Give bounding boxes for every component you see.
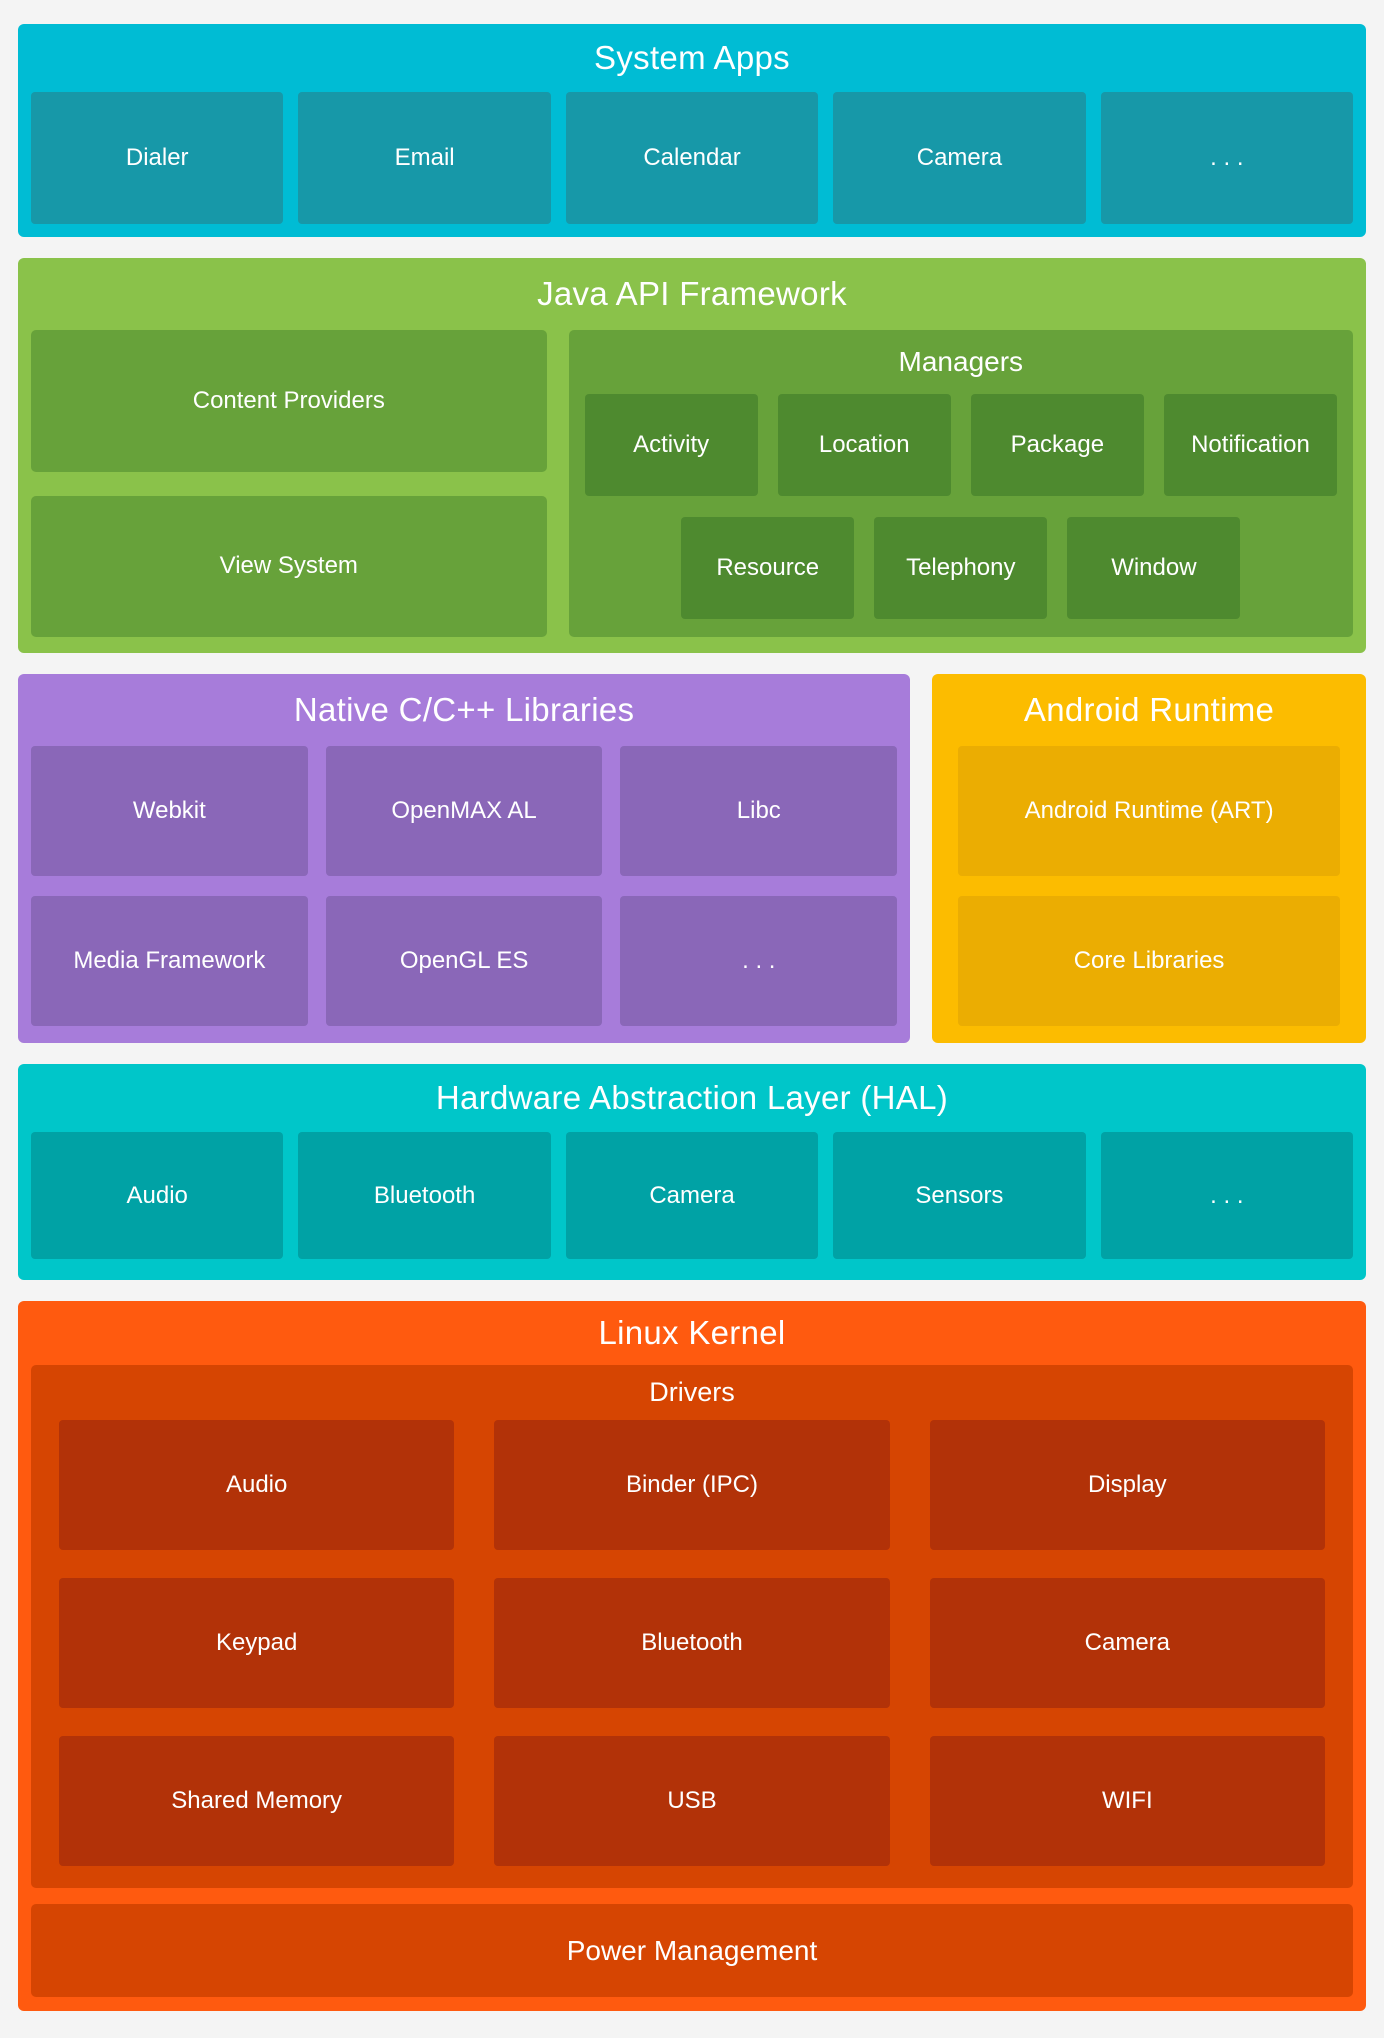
- box-webkit: Webkit: [31, 746, 308, 876]
- android-runtime-column: Android Runtime (ART) Core Libraries: [958, 746, 1340, 1026]
- box-shared-memory-driver: Shared Memory: [59, 1736, 455, 1866]
- section-android-runtime: Android Runtime Android Runtime (ART) Co…: [932, 674, 1366, 1043]
- box-keypad-driver: Keypad: [59, 1578, 455, 1708]
- drivers-row-1: Audio Binder (IPC) Display: [59, 1420, 1325, 1550]
- box-email: Email: [298, 92, 551, 224]
- managers-row-2: Resource Telephony Window: [585, 517, 1337, 619]
- box-more-apps: . . .: [1100, 92, 1354, 224]
- box-view-system: View System: [31, 495, 547, 637]
- box-camera-app: Camera: [833, 92, 1086, 224]
- drivers-row-3: Shared Memory USB WIFI: [59, 1736, 1325, 1866]
- box-usb-driver: USB: [494, 1736, 890, 1866]
- managers-panel: Managers Activity Location Package Notif…: [568, 330, 1353, 637]
- section-native-libraries: Native C/C++ Libraries Webkit OpenMAX AL…: [18, 674, 911, 1043]
- box-android-runtime-art: Android Runtime (ART): [958, 746, 1340, 876]
- box-more-hal: . . .: [1100, 1132, 1354, 1259]
- java-left-column: Content Providers View System: [31, 330, 547, 637]
- box-calendar: Calendar: [565, 92, 819, 224]
- box-binder-ipc-driver: Binder (IPC): [494, 1420, 890, 1550]
- system-apps-box-row: Dialer Email Calendar Camera . . .: [31, 92, 1354, 224]
- box-camera-driver: Camera: [929, 1578, 1325, 1708]
- drivers-row-2: Keypad Bluetooth Camera: [59, 1578, 1325, 1708]
- box-more-libraries: . . .: [620, 896, 898, 1026]
- box-display-driver: Display: [929, 1420, 1325, 1550]
- android-runtime-title: Android Runtime: [1023, 691, 1275, 728]
- section-linux-kernel: Linux Kernel Drivers Audio Binder (IPC) …: [18, 1301, 1366, 2011]
- drivers-title: Drivers: [649, 1377, 735, 1407]
- box-dialer: Dialer: [31, 92, 284, 224]
- box-libc: Libc: [620, 746, 898, 876]
- linux-kernel-title: Linux Kernel: [598, 1314, 786, 1351]
- power-management-panel: Power Management: [31, 1904, 1353, 1997]
- box-wifi-driver: WIFI: [929, 1736, 1325, 1866]
- section-system-apps: System Apps Dialer Email Calendar Camera…: [18, 24, 1366, 237]
- box-bluetooth-driver: Bluetooth: [494, 1578, 890, 1708]
- box-location-manager: Location: [777, 394, 951, 496]
- box-audio-driver: Audio: [59, 1420, 455, 1550]
- box-media-framework: Media Framework: [31, 896, 308, 1026]
- box-camera-hal: Camera: [565, 1132, 819, 1259]
- drivers-panel: Drivers Audio Binder (IPC) Display Keypa…: [31, 1365, 1353, 1888]
- box-bluetooth-hal: Bluetooth: [298, 1132, 551, 1259]
- java-api-framework-title: Java API Framework: [537, 275, 847, 312]
- box-core-libraries: Core Libraries: [958, 896, 1340, 1026]
- box-activity-manager: Activity: [584, 394, 758, 496]
- section-hal: Hardware Abstraction Layer (HAL) Audio B…: [18, 1064, 1366, 1280]
- native-libraries-row-1: Webkit OpenMAX AL Libc: [31, 746, 898, 876]
- box-sensors-hal: Sensors: [833, 1132, 1086, 1259]
- native-libraries-row-2: Media Framework OpenGL ES . . .: [31, 896, 898, 1026]
- native-libraries-title: Native C/C++ Libraries: [293, 691, 635, 728]
- box-notification-manager: Notification: [1163, 394, 1338, 496]
- hal-title: Hardware Abstraction Layer (HAL): [435, 1079, 949, 1116]
- hal-box-row: Audio Bluetooth Camera Sensors . . .: [31, 1132, 1354, 1259]
- native-and-runtime-row: Native C/C++ Libraries Webkit OpenMAX AL…: [18, 674, 1366, 1043]
- java-api-framework-body: Content Providers View System Managers A…: [31, 330, 1353, 637]
- box-audio-hal: Audio: [31, 1132, 284, 1259]
- box-telephony-manager: Telephony: [874, 517, 1048, 619]
- managers-row-1: Activity Location Package Notification: [584, 394, 1338, 496]
- section-java-api-framework: Java API Framework Content Providers Vie…: [18, 258, 1366, 653]
- box-window-manager: Window: [1067, 517, 1241, 619]
- box-openmax-al: OpenMAX AL: [325, 746, 603, 876]
- box-package-manager: Package: [970, 394, 1144, 496]
- box-content-providers: Content Providers: [31, 330, 547, 472]
- box-resource-manager: Resource: [681, 517, 855, 619]
- box-opengl-es: OpenGL ES: [325, 896, 603, 1026]
- system-apps-title: System Apps: [594, 39, 790, 76]
- managers-title: Managers: [898, 346, 1024, 377]
